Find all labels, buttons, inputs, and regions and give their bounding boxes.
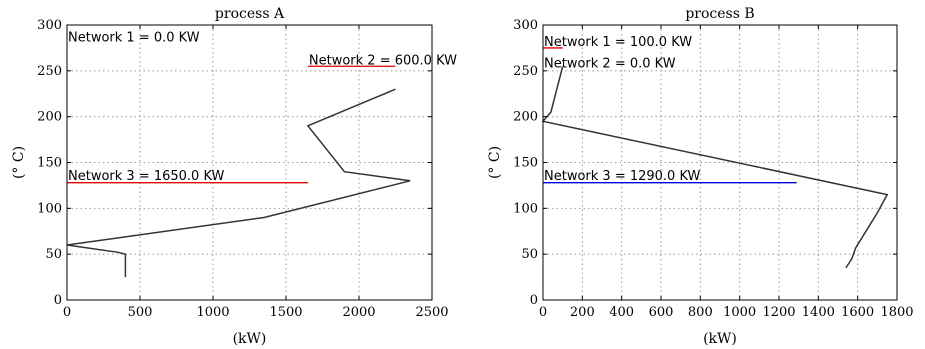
y-tick-label: 250 (513, 64, 538, 79)
x-tick-label: 1600 (841, 305, 874, 320)
y-tick-label: 100 (513, 201, 538, 216)
y-tick-label: 300 (513, 18, 538, 33)
network-label: Network 3 = 1650.0 KW (68, 169, 225, 184)
chart-process-b: Network 1 = 100.0 KW Network 2 = 0.0 KW Ne… (487, 6, 914, 347)
x-tick-label: 2000 (342, 305, 375, 320)
x-tick-label: 200 (570, 305, 595, 320)
y-axis-label: (° C) (11, 146, 27, 179)
x-axis-label: (kW) (703, 331, 737, 347)
y-tick-label: 0 (530, 293, 538, 308)
y-tick-label: 100 (37, 201, 62, 216)
x-tick-label: 1500 (269, 305, 302, 320)
network-label: Network 1 = 100.0 KW (544, 35, 692, 50)
y-tick-label: 0 (54, 293, 62, 308)
x-tick-label: 0 (539, 305, 547, 320)
x-tick-label: 1200 (762, 305, 795, 320)
x-tick-label: 2500 (415, 305, 448, 320)
y-tick-label: 150 (37, 156, 62, 171)
network-label: Network 2 = 600.0 KW (309, 54, 457, 69)
chart-title: process B (685, 6, 754, 22)
y-tick-label: 250 (37, 64, 62, 79)
y-tick-label: 50 (45, 247, 62, 262)
x-tick-label: 800 (688, 305, 713, 320)
x-tick-label: 400 (609, 305, 634, 320)
y-tick-label: 50 (521, 247, 538, 262)
network-label: Network 1 = 0.0 KW (68, 31, 200, 46)
network-label: Network 2 = 0.0 KW (544, 56, 676, 71)
network-label: Network 3 = 1290.0 KW (544, 169, 701, 184)
data-series-line (541, 66, 889, 269)
y-axis-label: (° C) (487, 146, 503, 179)
x-axis-label: (kW) (233, 331, 267, 347)
x-tick-label: 0 (63, 305, 71, 320)
x-tick-label: 600 (649, 305, 674, 320)
x-tick-label: 1000 (723, 305, 756, 320)
y-tick-label: 300 (37, 18, 62, 33)
x-tick-label: 1400 (802, 305, 835, 320)
data-series-line (66, 88, 411, 278)
x-tick-label: 1800 (880, 305, 913, 320)
chart-title: process A (215, 6, 285, 22)
y-tick-label: 200 (513, 110, 538, 125)
y-tick-label: 150 (513, 156, 538, 171)
chart-process-a: Network 1 = 0.0 KW Network 2 = 600.0 KW Ne… (11, 6, 457, 347)
x-tick-label: 1000 (196, 305, 229, 320)
y-tick-label: 200 (37, 110, 62, 125)
x-tick-label: 500 (128, 305, 153, 320)
